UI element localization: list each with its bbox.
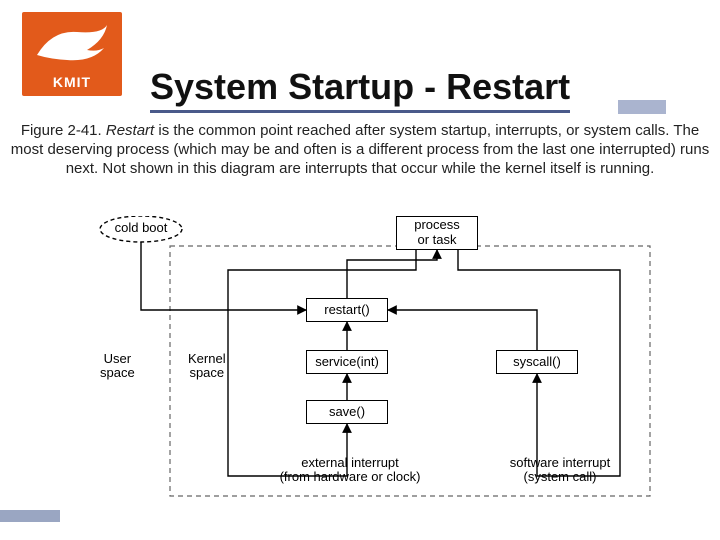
footer-gray-bar [0,510,60,522]
caption-restart-word: Restart [106,122,154,139]
kmit-logo: KMIT [22,12,122,96]
service-node: service(int) [306,350,388,374]
cold-boot-label: cold boot [100,221,182,235]
restart-flowchart: processor task restart() service(int) sy… [60,216,680,516]
figure-number: Figure 2-41. [21,122,102,139]
coldboot-to-restart [141,242,306,310]
software-interrupt-label: software interrupt(system call) [480,456,640,485]
restart-to-process [347,250,437,298]
user-space-label: Userspace [100,352,135,381]
restart-node: restart() [306,298,388,322]
logo-text: KMIT [22,74,122,90]
external-interrupt-label: external interrupt(from hardware or cloc… [250,456,450,485]
page-title: System Startup - Restart [150,66,570,113]
title-accent-box [618,100,666,114]
syscall-to-restart [388,310,537,350]
bird-icon [32,20,112,70]
process-node: processor task [396,216,478,250]
syscall-node: syscall() [496,350,578,374]
kernel-space-label: Kernelspace [188,352,226,381]
save-node: save() [306,400,388,424]
figure-caption: Figure 2-41. Restart is the common point… [0,122,720,178]
